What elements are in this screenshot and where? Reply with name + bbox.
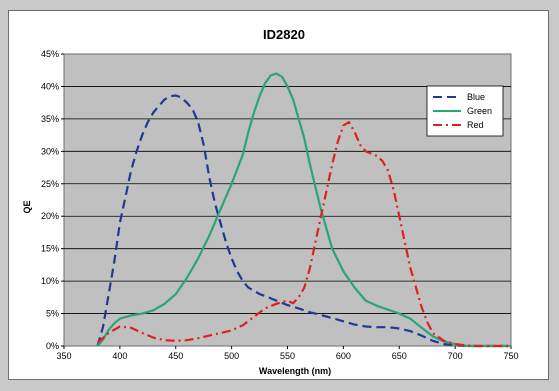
x-axis-title: Wavelength (nm) xyxy=(259,366,331,376)
tick-labels: 0% 5% 10% 15% 20% 25% 30% 35% 40% 45% 350 400 450 500… xyxy=(41,49,519,361)
x-tick-label: 500 xyxy=(224,351,239,361)
legend-label-blue: Blue xyxy=(467,92,485,102)
series-line-green xyxy=(96,72,511,348)
y-tick-label: 25% xyxy=(41,179,59,189)
x-tick-label: 450 xyxy=(168,351,183,361)
y-tick-label: 20% xyxy=(41,211,59,221)
legend-label-red: Red xyxy=(467,120,484,130)
x-tick-label: 550 xyxy=(280,351,295,361)
x-tick-label: 350 xyxy=(56,351,71,361)
legend: Blue Green Red xyxy=(426,85,504,137)
x-tick-label: 600 xyxy=(336,351,351,361)
y-axis-title: QE xyxy=(22,200,32,213)
x-tick-label: 650 xyxy=(392,351,407,361)
y-tick-label: 10% xyxy=(41,276,59,286)
x-tick-label: 750 xyxy=(503,351,518,361)
series-line-blue xyxy=(96,94,511,348)
y-tick-label: 30% xyxy=(41,146,59,156)
y-tick-label: 40% xyxy=(41,81,59,91)
chart-svg: ID2820 0% 5% 10% 15% 20% 25% 30% 35% 40% 45% 350 40… xyxy=(22,27,519,376)
y-tick-label: 0% xyxy=(46,341,59,351)
x-tick-label: 400 xyxy=(112,351,127,361)
legend-label-green: Green xyxy=(467,106,492,116)
y-tick-label: 5% xyxy=(46,309,59,319)
y-tick-label: 45% xyxy=(41,49,59,59)
y-tick-label: 35% xyxy=(41,114,59,124)
y-tick-label: 15% xyxy=(41,244,59,254)
chart-frame: ID2820 0% 5% 10% 15% 20% 25% 30% 35% 40% 45% 350 40… xyxy=(8,10,549,380)
chart-title: ID2820 xyxy=(263,27,305,42)
x-tick-label: 700 xyxy=(448,351,463,361)
series-lines xyxy=(96,72,511,348)
series-line-red xyxy=(96,121,511,348)
